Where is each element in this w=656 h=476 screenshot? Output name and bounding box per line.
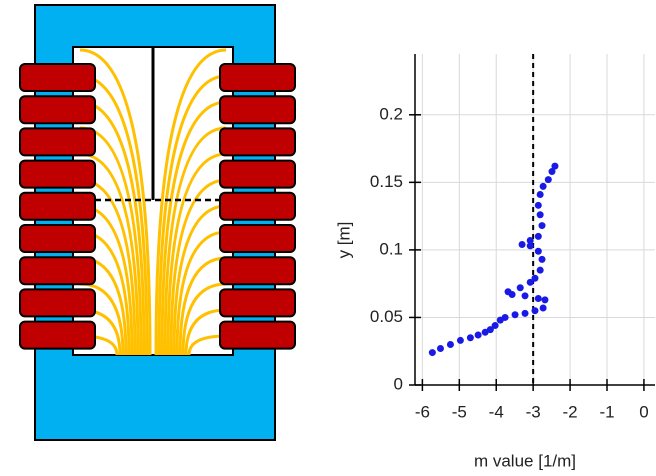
field-line	[154, 48, 227, 356]
point	[551, 162, 559, 170]
field-line	[181, 282, 227, 356]
point	[456, 336, 464, 344]
coil	[19, 288, 96, 318]
coil	[219, 63, 296, 92]
point	[466, 334, 474, 342]
point	[538, 222, 546, 230]
point	[541, 296, 549, 304]
point	[534, 295, 542, 303]
point	[446, 340, 454, 348]
point	[521, 309, 529, 317]
point	[536, 191, 544, 199]
field-line	[160, 100, 227, 356]
coil	[19, 224, 96, 253]
coil	[19, 159, 96, 189]
x-tick-label: 0	[639, 402, 648, 421]
y-tick-label: 0.15	[370, 172, 403, 191]
point	[501, 313, 509, 321]
point	[526, 278, 534, 286]
point	[491, 322, 499, 330]
coil	[219, 224, 296, 253]
field-line	[184, 308, 227, 356]
point	[504, 288, 512, 296]
coil	[219, 320, 296, 350]
point	[534, 247, 542, 255]
point	[428, 349, 436, 357]
coil	[219, 127, 296, 157]
field-line	[178, 256, 227, 356]
coil	[19, 256, 96, 286]
coil	[219, 288, 296, 318]
field-line	[172, 204, 227, 356]
y-tick-label: 0.05	[370, 307, 403, 326]
coil	[19, 63, 96, 92]
point	[534, 201, 542, 209]
point	[536, 266, 544, 274]
point	[521, 292, 529, 300]
point	[518, 240, 526, 248]
point	[516, 284, 524, 292]
x-tick-label: -5	[452, 402, 467, 421]
coil	[219, 191, 296, 221]
point	[531, 307, 539, 315]
coil	[19, 95, 96, 125]
coil	[19, 127, 96, 157]
point	[539, 182, 547, 190]
point	[548, 168, 556, 176]
field-line	[79, 74, 149, 356]
field-line	[79, 48, 152, 356]
coil	[19, 320, 96, 350]
point	[511, 311, 519, 319]
x-axis-label: m value [1/m]	[474, 451, 576, 470]
coil	[219, 159, 296, 189]
field-line	[79, 152, 140, 356]
field-line	[175, 230, 227, 356]
x-tick-label: -6	[415, 402, 430, 421]
y-axis-label: y [m]	[334, 222, 353, 259]
point	[536, 211, 544, 219]
y-tick-label: 0.2	[379, 104, 403, 123]
field-line	[163, 126, 227, 356]
point	[538, 255, 546, 263]
x-tick-label: -3	[526, 402, 541, 421]
field-line	[169, 178, 227, 356]
chart: m value [1/m] y [m] -6 -5 -4 -3 -2 -1 0 0 0.05 0.…	[334, 54, 655, 470]
point	[544, 176, 552, 184]
point	[531, 274, 539, 282]
point	[486, 326, 494, 334]
coil	[219, 95, 296, 125]
y-tick-label: 0	[394, 374, 403, 393]
coil	[219, 256, 296, 286]
coil	[19, 191, 96, 221]
field-line	[166, 152, 227, 356]
point	[481, 328, 489, 336]
x-tick-label: -2	[563, 402, 578, 421]
point	[474, 331, 482, 339]
magnet-diagram	[19, 4, 296, 441]
point	[436, 345, 444, 353]
x-tick-label: -1	[599, 402, 614, 421]
coils	[19, 63, 296, 350]
point	[526, 236, 534, 244]
field-line	[157, 74, 227, 356]
point	[526, 242, 534, 250]
x-tick-label: -4	[489, 402, 504, 421]
point	[539, 304, 547, 312]
point	[534, 232, 542, 240]
y-tick-label: 0.1	[379, 239, 403, 258]
